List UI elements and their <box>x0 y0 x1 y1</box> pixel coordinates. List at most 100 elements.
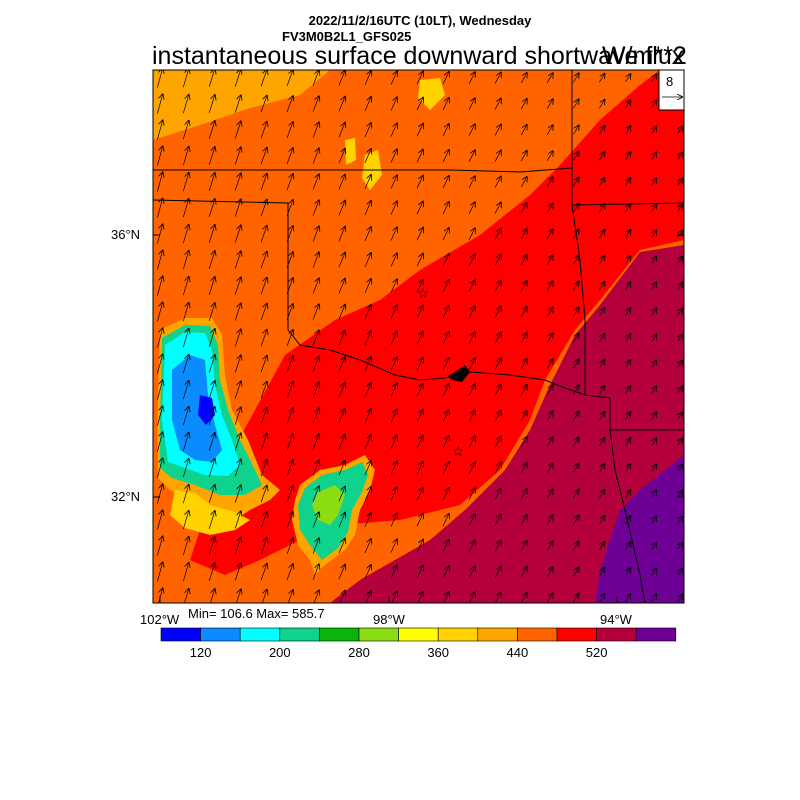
wind-vector <box>652 74 657 82</box>
colorbar-tick-label: 520 <box>585 645 608 660</box>
wind-vector <box>157 484 162 504</box>
wind-vector <box>364 201 371 216</box>
wind-vector <box>416 514 423 527</box>
wind-vector <box>390 461 397 475</box>
wind-vector <box>442 72 449 85</box>
colorbar <box>160 627 677 642</box>
wind-vector <box>468 254 475 266</box>
wind-vector <box>546 255 553 265</box>
wind-vector <box>338 383 345 398</box>
wind-vector <box>234 537 241 555</box>
wind-vector <box>416 306 423 319</box>
wind-vector <box>390 331 397 345</box>
wind-vector <box>157 120 162 140</box>
wind-vector <box>652 334 657 342</box>
wind-vector <box>416 228 423 241</box>
wind-vector <box>652 308 657 316</box>
wind-vector <box>546 203 553 213</box>
wind-vector <box>468 176 475 188</box>
colorbar-swatch <box>160 627 201 642</box>
wind-vector <box>260 70 267 87</box>
wind-vector <box>572 100 578 109</box>
wind-vector <box>286 486 293 503</box>
wind-vector <box>287 590 293 603</box>
wind-vector <box>338 513 345 528</box>
wind-vector <box>312 226 319 242</box>
wind-vector <box>572 74 578 83</box>
wind-vector <box>157 172 162 192</box>
boundary-ok-ks <box>153 167 573 173</box>
wind-vector <box>157 224 162 244</box>
wind-vector <box>260 304 267 321</box>
wind-vector <box>599 100 604 109</box>
wind-vector <box>312 148 319 164</box>
wind-vector <box>468 228 475 240</box>
colorbar-swatch <box>596 627 637 642</box>
wind-vector <box>546 567 553 577</box>
wind-vector <box>416 124 423 137</box>
wind-vector <box>599 126 604 135</box>
wind-vector <box>312 408 319 424</box>
title-variable: instantaneous surface downward shortwave… <box>152 42 685 70</box>
wind-vector <box>260 96 267 113</box>
wind-vector <box>572 178 578 187</box>
wind-vector <box>520 385 527 396</box>
state-boundaries <box>153 70 684 603</box>
wind-vector <box>157 536 162 556</box>
wind-vector <box>468 202 475 214</box>
colorbar-tick-label: 360 <box>427 645 450 660</box>
wind-vector <box>520 229 527 240</box>
wind-vector <box>442 358 449 371</box>
wind-vector <box>338 435 345 450</box>
lat-label-32: 32°N <box>111 489 141 504</box>
wind-vector <box>494 567 501 578</box>
wind-vector <box>442 566 449 579</box>
wind-vector <box>468 98 475 110</box>
wind-vector <box>442 514 449 527</box>
wind-vector <box>572 594 578 603</box>
wind-vector <box>234 329 241 347</box>
wind-vector <box>546 281 553 291</box>
wind-vector <box>442 488 449 501</box>
wind-vector <box>364 565 371 580</box>
marker-star-2: ☆ <box>452 443 465 459</box>
wind-vector <box>364 123 371 138</box>
wind-vector <box>678 335 683 342</box>
wind-vector <box>260 356 267 373</box>
wind-vector <box>625 464 631 473</box>
wind-vector <box>390 513 397 527</box>
wind-vector <box>468 540 475 552</box>
wind-vector <box>494 593 501 603</box>
wind-vector <box>546 229 553 239</box>
wind-vector <box>312 174 319 190</box>
wind-vector <box>442 150 449 163</box>
wind-vector <box>678 205 683 212</box>
wind-vector <box>520 541 527 552</box>
wind-vector <box>572 412 578 421</box>
wind-vector <box>678 309 683 316</box>
wind-vector <box>234 225 241 243</box>
wind-vector <box>208 433 215 452</box>
wind-vector <box>312 200 319 216</box>
wind-vector <box>364 513 371 528</box>
wind-vector <box>390 279 397 293</box>
wind-vector <box>468 358 475 370</box>
wind-vector <box>442 410 449 423</box>
wind-vector <box>312 252 319 268</box>
wind-vector <box>678 153 683 160</box>
wind-vector <box>442 124 449 137</box>
wind-vector <box>234 121 241 139</box>
reference-vector-magnitude: 8 <box>666 74 674 89</box>
wind-vector <box>442 436 449 449</box>
wind-vector <box>286 356 293 373</box>
wind-vector <box>468 124 475 136</box>
wind-vector <box>312 96 319 112</box>
wind-vector <box>442 384 449 397</box>
wind-vector <box>338 201 345 216</box>
wind-vector <box>416 176 423 189</box>
wind-vector <box>208 511 215 530</box>
wind-vector <box>652 282 657 290</box>
wind-vector <box>494 333 501 344</box>
wind-vector <box>625 542 631 551</box>
